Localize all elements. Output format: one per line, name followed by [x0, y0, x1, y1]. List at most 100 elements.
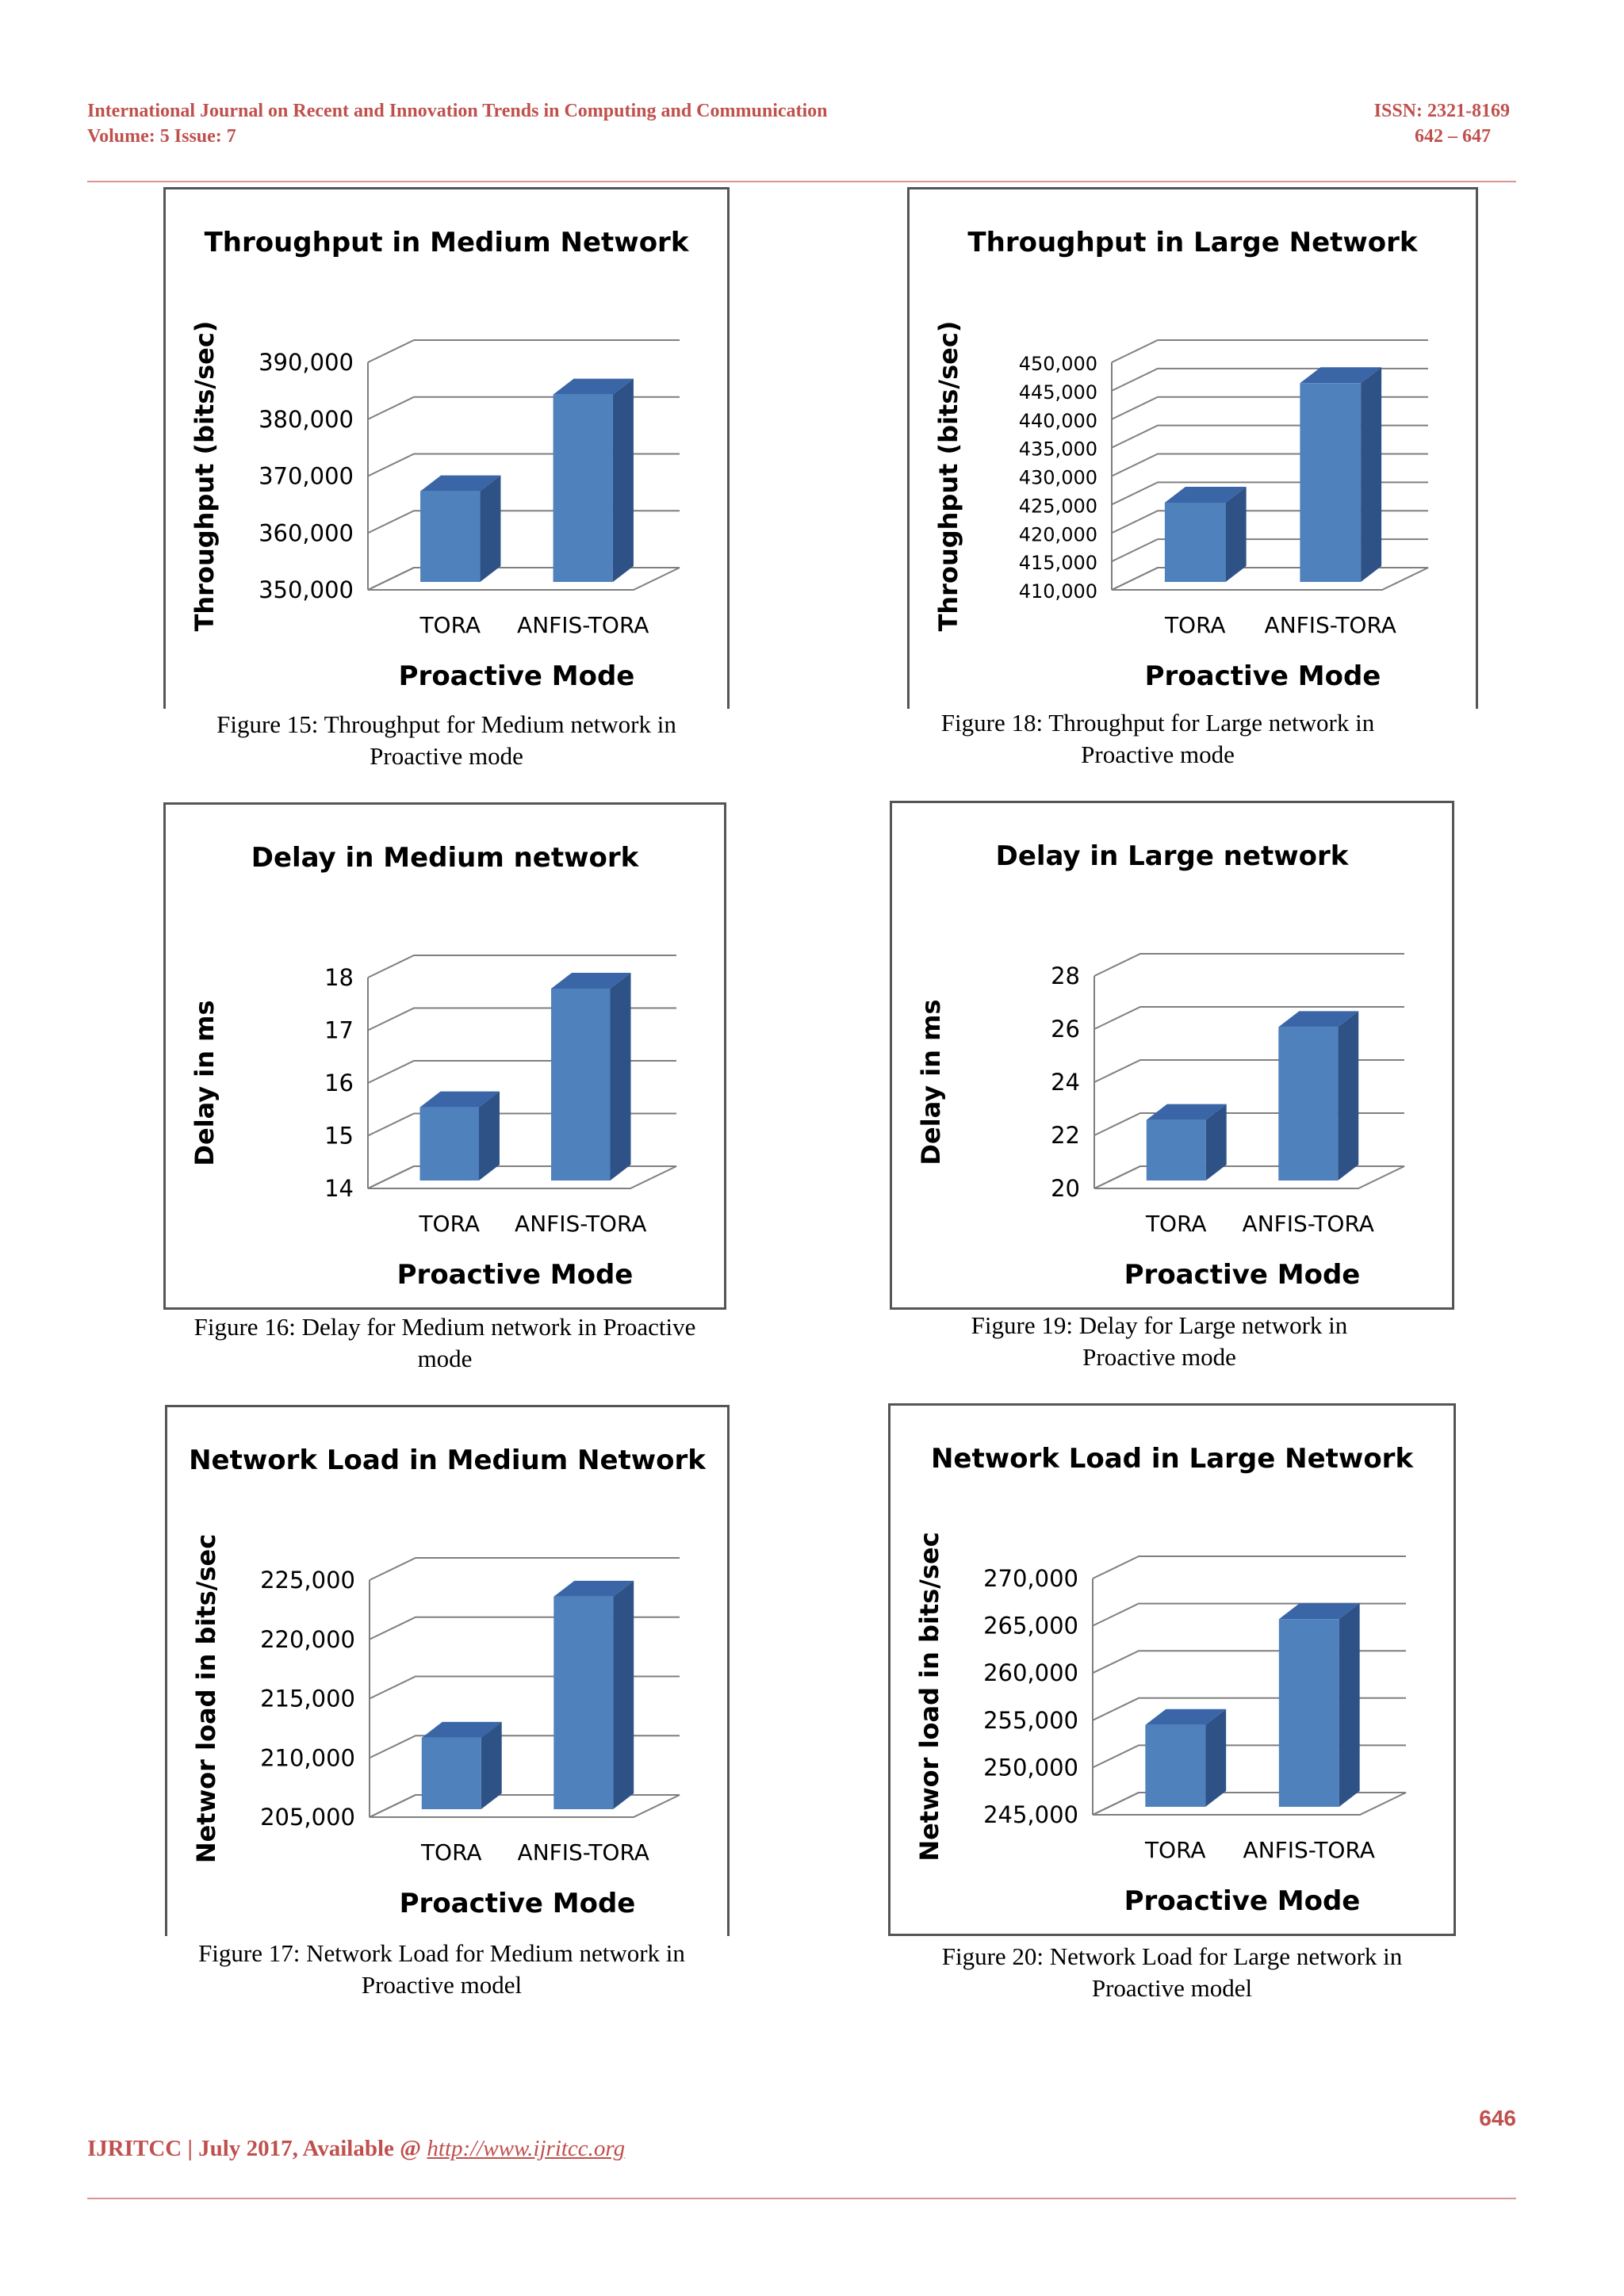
chart-throughput-medium: Throughput in Medium Network 350,000 360,0… [163, 187, 730, 709]
y-axis-label: Throughput (bits/sec) [190, 321, 220, 632]
chart-floor [369, 1794, 680, 1818]
gridline [1094, 1006, 1404, 1030]
bar [1278, 1619, 1339, 1807]
bar [1164, 502, 1226, 582]
bar-side [481, 1721, 502, 1809]
chart-svg: Delay in Large network 20 22 24 26 28 TORA ANFI… [916, 840, 1405, 1291]
gridline [367, 339, 680, 363]
x-tick-label: ANFIS-TORA [1265, 612, 1396, 638]
chart-load-medium: Network Load in Medium Network 205,000 210… [165, 1405, 730, 1936]
caption-figure-17: Figure 17: Network Load for Medium netwo… [155, 1938, 728, 2001]
bar-top [1278, 1011, 1359, 1027]
x-tick-label: TORA [419, 612, 481, 638]
bar-side [610, 972, 631, 1181]
chart-delay-medium: Delay in Medium network 14 15 16 17 18 TORA ANF… [163, 802, 726, 1310]
bar-side [613, 1580, 634, 1809]
caption-line: Proactive mode [1081, 740, 1235, 768]
bar-side [480, 475, 501, 582]
caption-line: Figure 16: Delay for Medium network in P… [193, 1313, 696, 1341]
y-tick-label: 445,000 [1019, 381, 1097, 404]
caption-figure-20: Figure 20: Network Load for Large networ… [906, 1941, 1438, 2004]
issn: ISSN: 2321-8169 [1373, 101, 1510, 121]
chart-svg: Delay in Medium network 14 15 16 17 18 TORA ANF… [190, 842, 677, 1291]
caption-line: Proactive model [361, 1971, 523, 1999]
gridline [367, 1165, 676, 1189]
y-tick-label: 265,000 [983, 1613, 1078, 1640]
y-tick-label: 450,000 [1019, 353, 1097, 375]
y-tick-label: 28 [1051, 962, 1080, 989]
bar-side [1205, 1709, 1227, 1807]
chart-svg: Throughput in Large Network 410,000 415,00… [933, 227, 1429, 692]
gridline [1111, 339, 1428, 363]
caption-line: Figure 15: Throughput for Medium network… [216, 710, 676, 738]
x-tick-label: ANFIS-TORA [517, 612, 649, 638]
bar [420, 491, 481, 582]
footer-link[interactable]: http://www.ijritcc.org [427, 2136, 626, 2161]
y-tick-label: 245,000 [983, 1801, 1078, 1828]
y-tick-label: 20 [1051, 1175, 1080, 1202]
y-tick-label: 24 [1051, 1069, 1080, 1096]
chart-svg: Network Load in Large Network 245,000 250,… [914, 1443, 1414, 1917]
y-tick-label: 420,000 [1019, 523, 1097, 545]
y-axis-label: Throughput (bits/sec) [933, 321, 963, 632]
y-tick-label: 270,000 [983, 1565, 1078, 1592]
bar-side [1205, 1104, 1227, 1181]
x-tick-label: TORA [1164, 612, 1226, 638]
y-axis-label: Delay in ms [916, 999, 946, 1165]
y-tick-label: 220,000 [260, 1626, 355, 1653]
gridline [369, 1557, 680, 1581]
bar-side [1338, 1011, 1359, 1181]
caption-figure-19: Figure 19: Delay for Large network in Pr… [920, 1310, 1399, 1373]
chart-svg: Throughput in Medium Network 350,000 360,0… [190, 227, 690, 692]
y-tick-label: 370,000 [259, 463, 354, 490]
y-tick-label: 390,000 [259, 349, 354, 376]
y-axis-label: Networ load in bits/sec [914, 1532, 944, 1861]
gridline [1094, 953, 1404, 977]
bar [419, 1107, 479, 1181]
bar-top [1278, 1603, 1360, 1620]
gridline [369, 1794, 680, 1818]
gridline [1111, 567, 1428, 591]
bar-top [421, 1721, 502, 1738]
bar-side [1225, 486, 1247, 582]
caption-figure-18: Figure 18: Throughput for Large network … [907, 707, 1408, 771]
x-axis-label: Proactive Mode [400, 1888, 636, 1919]
caption-figure-15: Figure 15: Throughput for Medium network… [163, 709, 730, 772]
journal-title: International Journal on Recent and Inno… [87, 101, 828, 121]
caption-line: Figure 20: Network Load for Large networ… [941, 1942, 1403, 1970]
bar-top [1145, 1709, 1227, 1725]
y-axis-label: Networ load in bits/sec [191, 1534, 221, 1863]
bar-side [1361, 367, 1382, 582]
chart-floor [1111, 567, 1429, 591]
bar-top [420, 475, 501, 492]
bar-top [1146, 1104, 1227, 1120]
caption-figure-16: Figure 16: Delay for Medium network in P… [155, 1311, 734, 1375]
x-tick-label: ANFIS-TORA [1243, 1211, 1374, 1237]
x-axis-label: Proactive Mode [1124, 1885, 1361, 1917]
x-tick-label: TORA [420, 1839, 482, 1866]
x-tick-label: TORA [1145, 1211, 1207, 1237]
y-tick-label: 410,000 [1019, 580, 1097, 603]
chart-title: Throughput in Large Network [967, 227, 1419, 258]
gridline [367, 955, 676, 978]
x-tick-label: ANFIS-TORA [515, 1211, 646, 1237]
page-number: 646 [1479, 2106, 1516, 2130]
y-tick-label: 260,000 [983, 1659, 1078, 1686]
y-tick-label: 205,000 [260, 1804, 355, 1831]
x-axis-label: Proactive Mode [397, 1259, 634, 1291]
bar-side [612, 378, 634, 582]
chart-floor [1094, 1165, 1405, 1189]
gridline [1094, 1165, 1404, 1189]
chart-title: Network Load in Medium Network [189, 1445, 707, 1476]
y-tick-label: 425,000 [1019, 495, 1097, 517]
bar [1145, 1724, 1206, 1807]
y-tick-label: 440,000 [1019, 410, 1097, 432]
bar [1300, 383, 1362, 582]
caption-line: Proactive mode [370, 742, 523, 770]
chart-floor [1092, 1792, 1407, 1816]
footer-text: IJRITCC | July 2017, Available @ http://… [87, 2136, 625, 2162]
x-axis-label: Proactive Mode [1145, 660, 1381, 692]
footer-rule [87, 2198, 1516, 2199]
y-tick-label: 225,000 [260, 1567, 355, 1594]
caption-line: mode [417, 1345, 473, 1372]
